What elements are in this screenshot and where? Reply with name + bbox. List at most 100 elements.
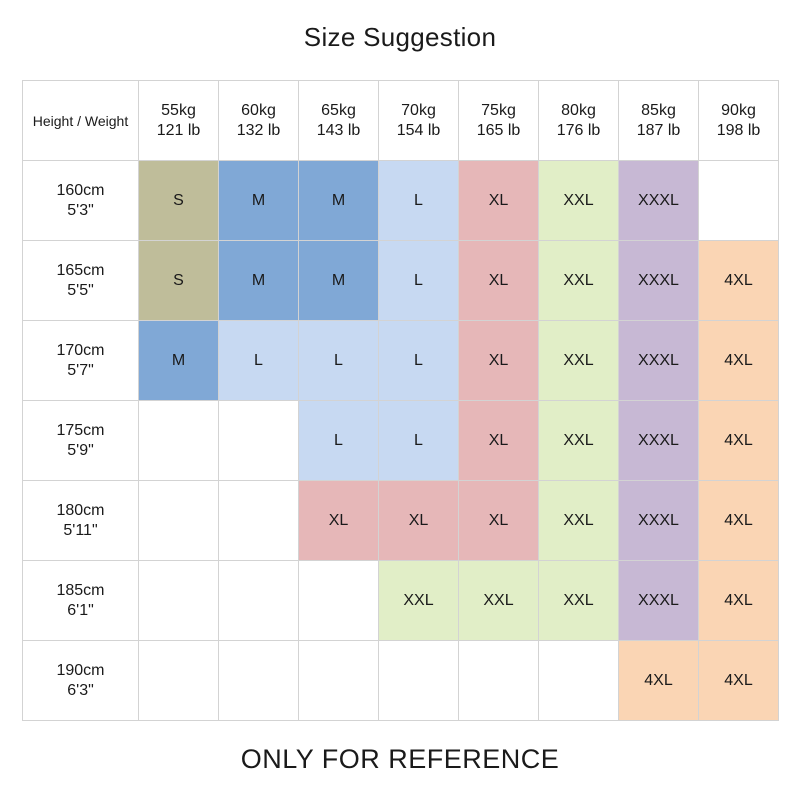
weight-header: 90kg 198 lb xyxy=(698,80,779,161)
size-cell xyxy=(218,480,299,561)
size-cell: XL xyxy=(458,480,539,561)
size-cell: M xyxy=(218,240,299,321)
size-cell: L xyxy=(378,320,459,401)
size-cell: XXL xyxy=(458,560,539,641)
size-cell: XXXL xyxy=(618,560,699,641)
size-cell: XXL xyxy=(538,560,619,641)
table-row: 180cm 5'11" XL XL XL XXL XXXL 4XL xyxy=(22,480,779,561)
height-ft: 5'7" xyxy=(67,361,94,379)
reference-note: ONLY FOR REFERENCE xyxy=(240,744,560,774)
height-ft: 6'3" xyxy=(67,681,94,699)
size-cell: 4XL xyxy=(698,480,779,561)
size-cell xyxy=(538,640,619,721)
size-cell xyxy=(138,560,219,641)
size-cell: M xyxy=(138,320,219,401)
weight-lb: 165 lb xyxy=(476,121,521,139)
weight-lb: 143 lb xyxy=(316,121,361,139)
size-cell xyxy=(218,560,299,641)
height-header: 190cm 6'3" xyxy=(22,640,139,721)
size-cell: 4XL xyxy=(618,640,699,721)
size-cell: XL xyxy=(298,480,379,561)
size-cell: XXXL xyxy=(618,400,699,481)
size-cell: 4XL xyxy=(698,400,779,481)
height-header: 180cm 5'11" xyxy=(22,480,139,561)
height-cm: 160cm xyxy=(56,181,105,199)
weight-header: 65kg 143 lb xyxy=(298,80,379,161)
size-cell: L xyxy=(378,400,459,481)
size-cell: XXXL xyxy=(618,480,699,561)
size-cell: XXXL xyxy=(618,160,699,241)
weight-kg: 65kg xyxy=(321,101,356,119)
size-cell: XXL xyxy=(538,240,619,321)
size-cell: XXXL xyxy=(618,320,699,401)
size-cell: 4XL xyxy=(698,320,779,401)
height-cm: 185cm xyxy=(56,581,105,599)
corner-label: Height / Weight xyxy=(22,80,139,161)
height-header: 165cm 5'5" xyxy=(22,240,139,321)
size-cell: XXL xyxy=(538,320,619,401)
weight-kg: 90kg xyxy=(721,101,756,119)
size-cell: XL xyxy=(458,400,539,481)
table-row: 170cm 5'7" M L L L XL XXL XXXL 4XL xyxy=(22,320,779,401)
height-ft: 5'9" xyxy=(67,441,94,459)
height-ft: 5'5" xyxy=(67,281,94,299)
weight-lb: 187 lb xyxy=(636,121,681,139)
weight-lb: 198 lb xyxy=(716,121,761,139)
weight-header: 80kg 176 lb xyxy=(538,80,619,161)
size-cell: M xyxy=(218,160,299,241)
table-row: 160cm 5'3" S M M L XL XXL XXXL xyxy=(22,160,779,241)
height-cm: 165cm xyxy=(56,261,105,279)
size-cell: L xyxy=(378,160,459,241)
height-header: 175cm 5'9" xyxy=(22,400,139,481)
size-cell xyxy=(138,400,219,481)
size-cell: L xyxy=(298,320,379,401)
weight-kg: 55kg xyxy=(161,101,196,119)
size-cell xyxy=(458,640,539,721)
size-cell: XL xyxy=(458,160,539,241)
height-ft: 5'11" xyxy=(63,521,98,539)
size-cell: 4XL xyxy=(698,240,779,321)
size-cell xyxy=(218,640,299,721)
size-cell xyxy=(298,560,379,641)
weight-header: 60kg 132 lb xyxy=(218,80,299,161)
weight-lb: 132 lb xyxy=(236,121,281,139)
height-cm: 170cm xyxy=(56,341,105,359)
size-cell: L xyxy=(298,400,379,481)
weight-kg: 85kg xyxy=(641,101,676,119)
size-cell: S xyxy=(138,160,219,241)
height-header: 185cm 6'1" xyxy=(22,560,139,641)
size-cell: M xyxy=(298,240,379,321)
size-cell: M xyxy=(298,160,379,241)
size-cell xyxy=(698,160,779,241)
height-header: 160cm 5'3" xyxy=(22,160,139,241)
weight-lb: 154 lb xyxy=(396,121,441,139)
size-cell: 4XL xyxy=(698,560,779,641)
size-cell: L xyxy=(218,320,299,401)
weight-kg: 80kg xyxy=(561,101,596,119)
size-cell: XXXL xyxy=(618,240,699,321)
weight-header: 75kg 165 lb xyxy=(458,80,539,161)
table-row: 175cm 5'9" L L XL XXL XXXL 4XL xyxy=(22,400,779,481)
size-cell: XL xyxy=(378,480,459,561)
height-cm: 180cm xyxy=(56,501,105,519)
weight-kg: 75kg xyxy=(481,101,516,119)
table-row: 185cm 6'1" XXL XXL XXL XXXL 4XL xyxy=(22,560,779,641)
weight-header: 85kg 187 lb xyxy=(618,80,699,161)
size-cell: XXL xyxy=(538,400,619,481)
size-cell xyxy=(138,480,219,561)
weight-header: 55kg 121 lb xyxy=(138,80,219,161)
size-cell: XXL xyxy=(538,160,619,241)
page-title: Size Suggestion xyxy=(303,22,497,52)
size-cell: XL xyxy=(458,320,539,401)
height-ft: 5'3" xyxy=(67,201,94,219)
height-cm: 190cm xyxy=(56,661,105,679)
weight-kg: 70kg xyxy=(401,101,436,119)
weight-lb: 176 lb xyxy=(556,121,601,139)
weight-header: 70kg 154 lb xyxy=(378,80,459,161)
size-cell: 4XL xyxy=(698,640,779,721)
size-cell xyxy=(378,640,459,721)
size-cell: S xyxy=(138,240,219,321)
size-cell: XXL xyxy=(378,560,459,641)
size-cell xyxy=(138,640,219,721)
size-cell: XL xyxy=(458,240,539,321)
